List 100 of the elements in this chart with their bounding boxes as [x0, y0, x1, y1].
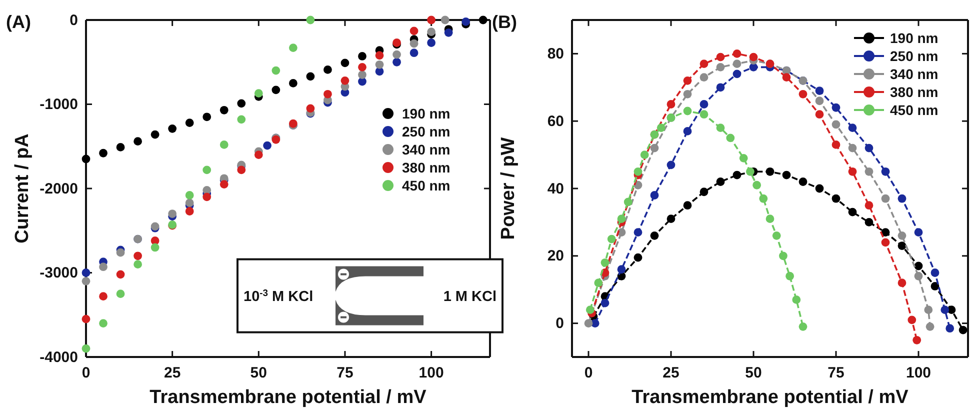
- point: [410, 48, 418, 58]
- point: [584, 319, 593, 328]
- point: [864, 218, 874, 226]
- point: [82, 314, 90, 324]
- point: [940, 306, 950, 314]
- point: [798, 322, 808, 331]
- legend-label: 250 nm: [890, 48, 938, 64]
- x-tick-label: 50: [250, 364, 267, 382]
- point: [815, 110, 824, 119]
- point: [116, 290, 125, 298]
- point: [732, 60, 742, 68]
- point: [306, 104, 315, 113]
- point: [150, 243, 160, 252]
- point: [746, 167, 754, 176]
- point: [168, 210, 177, 218]
- legend-label: 190 nm: [402, 105, 450, 122]
- point: [864, 144, 874, 152]
- point: [288, 44, 298, 52]
- point: [848, 167, 857, 176]
- x-tick-label: 50: [745, 364, 762, 382]
- point: [82, 276, 90, 286]
- point: [898, 194, 906, 203]
- point: [82, 154, 90, 164]
- point: [427, 28, 436, 36]
- point: [168, 124, 177, 133]
- point: [237, 99, 246, 108]
- x-tick-label: 75: [828, 364, 844, 382]
- point: [306, 72, 315, 81]
- point: [815, 184, 824, 193]
- legend-label: 340 nm: [402, 141, 450, 158]
- point: [650, 231, 659, 240]
- point: [375, 60, 384, 69]
- point: [340, 76, 350, 85]
- point: [586, 306, 594, 314]
- y-tick-label: 60: [547, 112, 564, 130]
- point: [732, 170, 742, 180]
- point: [237, 115, 246, 124]
- point: [798, 178, 808, 186]
- y-tick-label: 40: [547, 180, 564, 198]
- point: [392, 50, 401, 59]
- point: [324, 66, 332, 74]
- point: [700, 60, 708, 68]
- point: [732, 50, 742, 58]
- point: [427, 16, 436, 24]
- point: [716, 178, 725, 186]
- point: [924, 306, 933, 314]
- point: [881, 238, 890, 247]
- point: [914, 272, 923, 280]
- point: [99, 262, 108, 272]
- point: [930, 282, 940, 290]
- point: [607, 234, 616, 244]
- point: [666, 214, 676, 224]
- point: [82, 268, 90, 277]
- point: [683, 127, 692, 136]
- point: [782, 170, 791, 180]
- point: [237, 166, 246, 174]
- point: [772, 231, 781, 240]
- x-tick-label: 25: [662, 364, 680, 382]
- point: [99, 319, 108, 328]
- point: [832, 103, 840, 112]
- point: [766, 214, 774, 224]
- point: [358, 70, 366, 79]
- point: [185, 207, 194, 216]
- point: [254, 150, 263, 159]
- point: [700, 73, 708, 82]
- y-tick-label: -2000: [40, 180, 78, 198]
- point: [624, 198, 632, 206]
- point: [358, 52, 366, 60]
- point: [946, 324, 954, 333]
- point: [716, 62, 725, 72]
- point: [375, 51, 384, 60]
- point: [782, 73, 791, 82]
- point: [716, 124, 725, 132]
- x-tick-label: 100: [418, 364, 444, 382]
- point: [185, 198, 194, 208]
- point: [766, 167, 774, 176]
- chart-title: (B): [492, 12, 517, 32]
- y-axis-title: Power / pW: [498, 137, 519, 240]
- point: [185, 191, 194, 200]
- point: [99, 148, 108, 158]
- point: [440, 16, 450, 24]
- point: [848, 208, 857, 216]
- point: [739, 154, 748, 162]
- point: [700, 110, 708, 119]
- point: [134, 252, 142, 260]
- point: [683, 90, 692, 98]
- point: [116, 143, 125, 152]
- point: [656, 124, 666, 132]
- point: [116, 248, 125, 257]
- point: [848, 124, 857, 132]
- legend-label: 450 nm: [402, 177, 450, 194]
- point: [726, 134, 735, 142]
- legend-label: 380 nm: [402, 159, 450, 176]
- point: [202, 112, 212, 122]
- point: [634, 253, 642, 262]
- point: [288, 78, 298, 88]
- point: [324, 90, 332, 98]
- point: [759, 194, 768, 203]
- point: [634, 167, 642, 176]
- annotation: 1 M KCl: [443, 288, 496, 305]
